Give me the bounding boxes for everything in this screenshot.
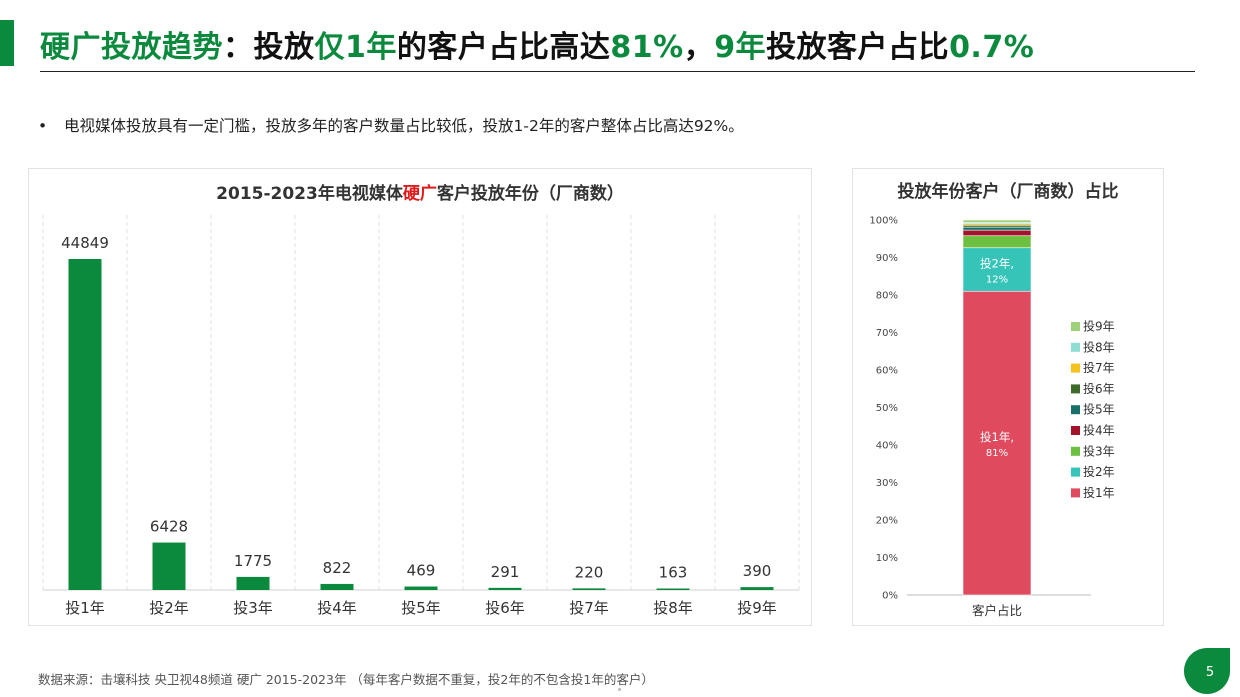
stacked-chart-title: 投放年份客户（厂商数）占比 — [897, 182, 1119, 202]
y-tick-label: 60% — [876, 366, 898, 377]
bar-chart-panel: 2015-2023年电视媒体硬广客户投放年份（厂商数） 44849 投1年 6428… — [28, 168, 812, 626]
legend-label: 投8年 — [1083, 339, 1115, 354]
title-part: 投放客户占比 — [766, 30, 950, 65]
decorative-dot — [618, 688, 621, 691]
title-accent-bar — [0, 20, 14, 66]
y-tick-label: 50% — [876, 403, 898, 414]
segment-label: 投1年, — [980, 430, 1014, 444]
segment-label: 投2年, — [980, 257, 1014, 271]
bar-value-label: 1775 — [234, 552, 272, 570]
legend-label: 投9年 — [1083, 319, 1115, 334]
segment-value-label: 81% — [986, 448, 1008, 459]
legend-label: 投3年 — [1083, 443, 1115, 458]
title-part: 的客户占比高达 — [396, 30, 611, 65]
summary-bullet: • 电视媒体投放具有一定门槛，投放多年的客户数量占比较低，投放1-2年的客户整体占… — [38, 114, 744, 136]
page-number: 5 — [1205, 664, 1215, 680]
bar-value-label: 6428 — [150, 518, 188, 536]
stack-segment — [962, 229, 1032, 237]
y-tick-label: 20% — [876, 516, 898, 527]
title-part: ：投放 — [223, 30, 315, 65]
bar — [152, 542, 186, 590]
bar-value-label: 469 — [407, 562, 436, 580]
stack-segment — [962, 226, 1032, 231]
legend-label: 投1年 — [1083, 485, 1115, 500]
bar-value-label: 44849 — [61, 234, 109, 252]
x-tick-label: 投1年 — [65, 599, 105, 617]
title-part: ， — [683, 30, 715, 65]
bar — [656, 588, 690, 590]
stack-segment — [962, 247, 1032, 292]
bar — [740, 587, 774, 590]
legend-swatch — [1071, 405, 1080, 415]
stack-segment — [962, 235, 1032, 249]
bullet-icon: • — [38, 117, 48, 135]
y-tick-label: 10% — [876, 553, 898, 564]
chart-title-part: 硬广 — [402, 184, 437, 204]
x-tick-label: 投3年 — [233, 599, 273, 617]
y-tick-label: 100% — [869, 216, 898, 227]
y-tick-label: 90% — [876, 253, 898, 264]
chart-title-part: 客户投放年份（厂商数） — [436, 184, 624, 204]
legend-label: 投5年 — [1083, 402, 1115, 417]
bar-chart: 44849 投1年 6428 投2年 1775 投3年 822 投4年 469 投5年 291 投6年… — [42, 215, 800, 617]
y-tick-label: 30% — [876, 478, 898, 489]
data-source-note: 数据来源：击壤科技 央卫视48频道 硬广 2015-2023年 （每年客户数据不… — [38, 672, 654, 687]
bar-value-label: 822 — [323, 559, 352, 577]
legend-label: 投6年 — [1083, 381, 1115, 396]
legend-swatch — [1071, 488, 1080, 498]
segment-value-label: 12% — [986, 275, 1008, 286]
title-part: 0.7% — [949, 30, 1035, 65]
legend-swatch — [1071, 342, 1080, 352]
bar — [404, 586, 438, 590]
legend-swatch — [1071, 467, 1080, 477]
bar-chart-title: 2015-2023年电视媒体硬广客户投放年份（厂商数） — [29, 179, 811, 204]
x-tick-label: 投8年 — [653, 599, 693, 617]
title-divider — [40, 71, 1195, 72]
bar-value-label: 291 — [491, 563, 520, 581]
title-part: 仅1年 — [314, 30, 397, 65]
y-tick-label: 40% — [876, 441, 898, 452]
y-tick-label: 70% — [876, 328, 898, 339]
y-tick-label: 80% — [876, 291, 898, 302]
bar — [572, 588, 606, 590]
x-tick-label: 投6年 — [485, 599, 525, 617]
page-number-badge: 5 — [1184, 648, 1230, 694]
x-tick-label: 投9年 — [737, 599, 777, 617]
stacked-chart-panel: 投放年份客户（厂商数）占比 0% 10% 20% 30% 40% 50% 60% 70% 80%… — [852, 168, 1164, 626]
legend-label: 投2年 — [1083, 464, 1115, 479]
x-tick-label: 客户占比 — [972, 603, 1022, 618]
stack-segment — [962, 219, 1032, 223]
bar-value-label: 390 — [743, 562, 772, 580]
x-tick-label: 投5年 — [401, 599, 441, 617]
stacked-chart: 0% 10% 20% 30% 40% 50% 60% 70% 80% 90% 100% 投1年, 81%… — [869, 216, 1115, 619]
x-tick-label: 投4年 — [317, 599, 357, 617]
legend-swatch — [1071, 426, 1080, 435]
legend-swatch — [1071, 363, 1080, 373]
title-part: 硬广投放趋势 — [40, 30, 223, 65]
bar-value-label: 163 — [659, 564, 688, 582]
bar — [320, 583, 354, 590]
legend-swatch — [1071, 384, 1080, 394]
legend-label: 投7年 — [1083, 360, 1115, 375]
bar — [488, 587, 522, 590]
bullet-text: 电视媒体投放具有一定门槛，投放多年的客户数量占比较低，投放1-2年的客户整体占比… — [64, 117, 744, 135]
bar — [236, 576, 270, 590]
legend-swatch — [1071, 322, 1080, 331]
y-tick-label: 0% — [882, 591, 898, 602]
bar-value-label: 220 — [575, 563, 604, 581]
title-part: 81% — [610, 30, 684, 65]
legend-label: 投4年 — [1083, 423, 1115, 438]
chart-title-part: 2015-2023年电视媒体 — [216, 184, 403, 204]
x-tick-label: 投2年 — [149, 599, 189, 617]
x-tick-label: 投7年 — [569, 599, 609, 617]
legend-swatch — [1071, 446, 1080, 456]
page-title: 硬广投放趋势：投放仅1年的客户占比高达81%，9年投放客户占比0.7% — [40, 22, 1034, 66]
title-part: 9年 — [714, 30, 767, 65]
bar — [68, 259, 102, 590]
